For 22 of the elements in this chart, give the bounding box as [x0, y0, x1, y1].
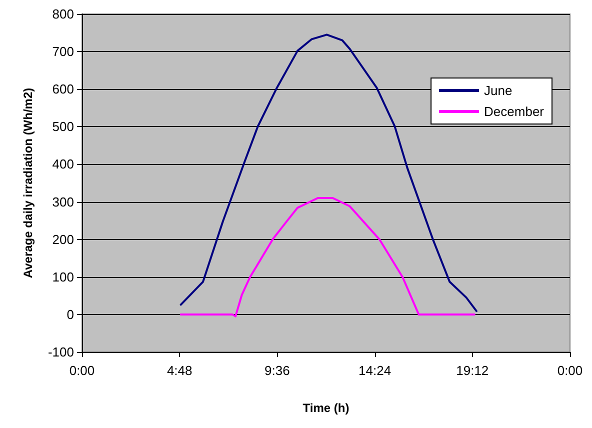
y-tick-label: -100: [48, 344, 74, 360]
y-tick-label: 0: [66, 306, 74, 322]
x-tick-label: 0:00: [557, 363, 583, 378]
line-series: [180, 34, 478, 312]
y-tick-label: 200: [52, 232, 74, 247]
y-tick-label: 100: [52, 269, 74, 284]
y-tick-label: 500: [52, 119, 74, 134]
y-tick-label: 600: [52, 82, 74, 97]
y-tick-label: 700: [52, 44, 74, 60]
x-tick-label: 14:24: [358, 363, 392, 378]
x-tick-label: 9:36: [264, 363, 290, 378]
y-tick-label: 400: [52, 156, 74, 172]
legend-label: December: [484, 104, 545, 119]
y-tick-label: 800: [52, 6, 74, 22]
x-tick-label: 4:48: [166, 363, 192, 378]
x-axis-title: Time (h): [302, 401, 350, 415]
y-tick-label: 300: [52, 194, 74, 210]
y-axis-title: Average daily irradiation (Wh/m2): [21, 88, 35, 278]
x-tick-label: 19:12: [456, 363, 489, 378]
line-series: [180, 197, 476, 318]
x-tick-label: 0:00: [69, 363, 95, 378]
legend-label: June: [484, 83, 512, 98]
